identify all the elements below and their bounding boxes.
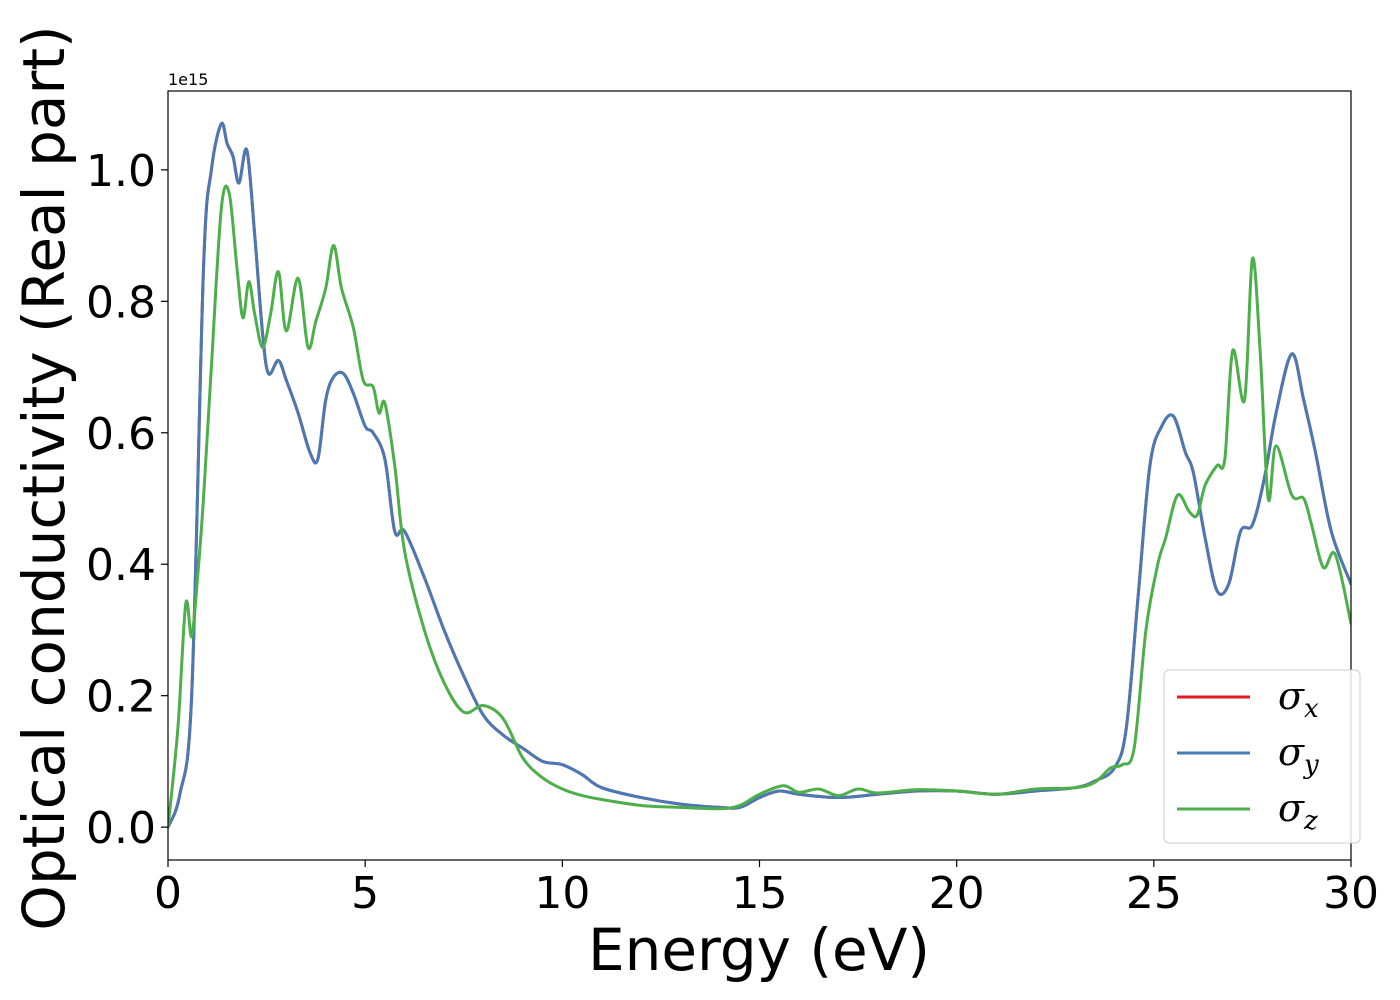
x-tick-label: 0 [154,868,182,919]
legend-label-sigma-y: σy [1278,730,1319,780]
series-line-sigma-y [168,121,1351,829]
y-tick-label: 0.0 [86,803,156,854]
y-tick-label: 1.0 [86,146,156,197]
x-tick-label: 30 [1323,868,1379,919]
legend-box [1163,669,1361,844]
x-axis-ticks: 0 5 10 15 20 25 30 [154,860,1379,919]
legend-entries: σx σy σz [1177,674,1319,836]
legend: σx σy σz [1163,669,1361,844]
y-tick-label: 0.4 [86,540,156,591]
x-tick-label: 5 [351,868,379,919]
y-axis-ticks: 0.0 0.2 0.4 0.6 0.8 1.0 [86,146,168,854]
x-tick-label: 15 [732,868,788,919]
x-axis-title: Energy (eV) [588,916,930,984]
y-tick-label: 0.6 [86,409,156,460]
y-tick-label: 0.8 [86,277,156,328]
y-offset-label: 1e15 [168,70,208,89]
legend-label-sigma-z: σz [1278,786,1318,836]
legend-label-sigma-x: σx [1278,674,1319,724]
y-axis-title: Optical conductivity (Real part) [10,25,78,930]
y-tick-label: 0.2 [86,672,156,723]
x-tick-label: 10 [534,868,590,919]
series-layer [168,121,1351,829]
x-tick-label: 20 [929,868,985,919]
series-line-sigma-z [168,184,1351,829]
x-tick-label: 25 [1126,868,1182,919]
